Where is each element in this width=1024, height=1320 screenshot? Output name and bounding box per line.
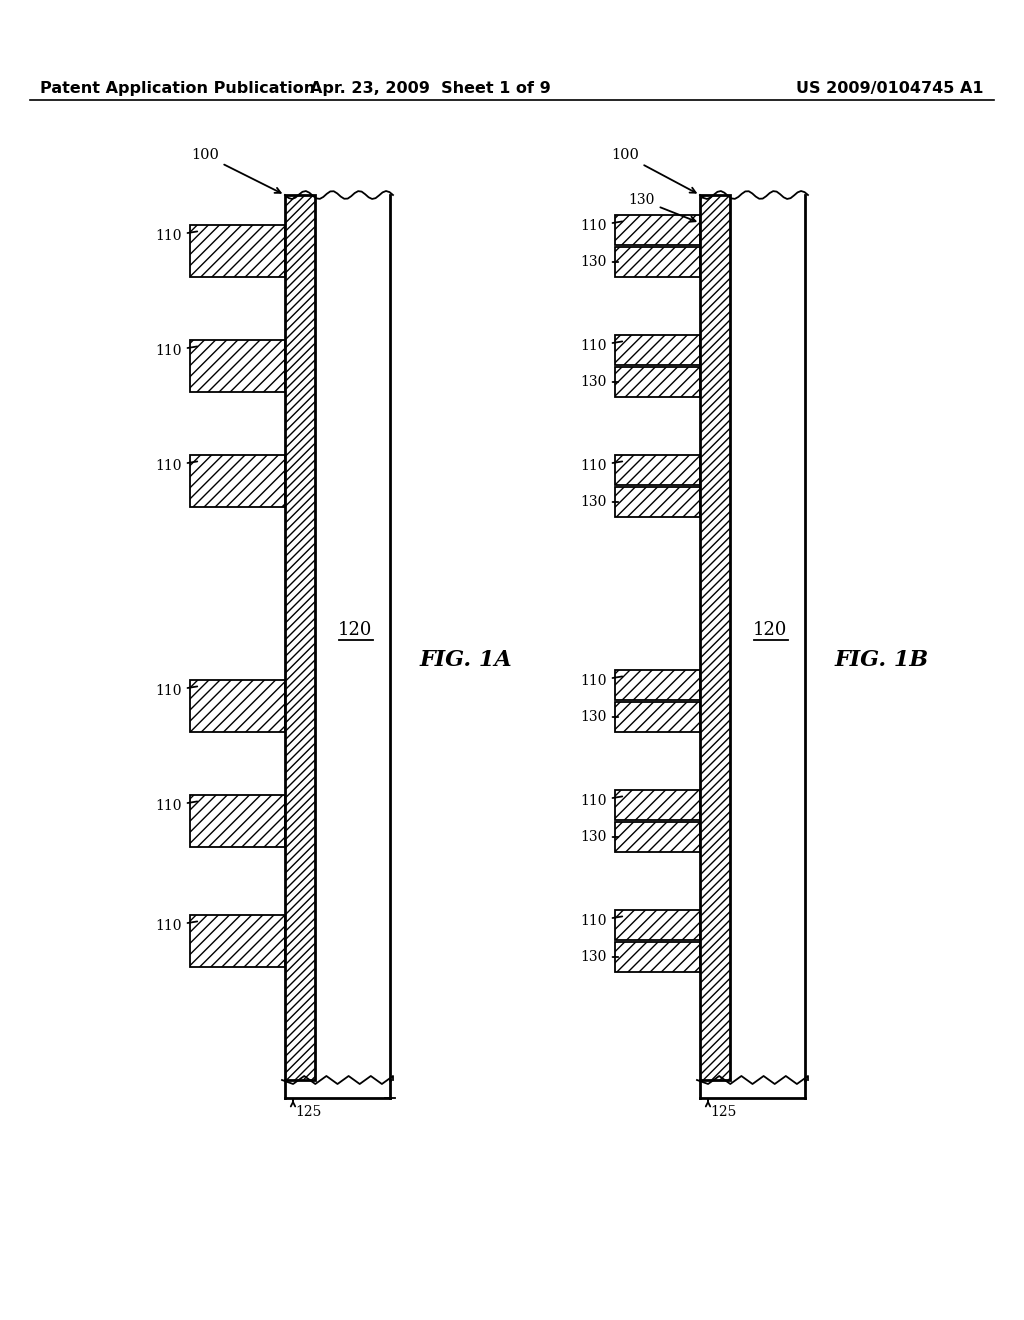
Bar	[190, 795, 285, 847]
Text: 110: 110	[581, 339, 623, 352]
Text: 130: 130	[581, 495, 618, 510]
Text: 130: 130	[581, 255, 618, 269]
Text: 110: 110	[581, 459, 623, 473]
Bar	[190, 341, 285, 392]
Bar	[190, 224, 285, 277]
Bar	[615, 909, 700, 940]
Bar	[615, 942, 700, 972]
Bar	[615, 789, 700, 820]
Text: 110: 110	[581, 795, 623, 808]
Bar	[615, 215, 700, 246]
Bar	[615, 247, 700, 277]
Text: 130: 130	[581, 710, 618, 723]
Text: 110: 110	[156, 228, 198, 243]
Text: FIG. 1A: FIG. 1A	[420, 649, 513, 671]
Bar	[285, 195, 315, 1080]
Text: Patent Application Publication: Patent Application Publication	[40, 81, 315, 95]
Bar	[700, 195, 730, 1080]
Text: 110: 110	[581, 913, 623, 928]
Bar	[615, 702, 700, 733]
Bar	[615, 909, 700, 940]
Text: 130: 130	[581, 950, 618, 964]
Bar	[615, 822, 700, 851]
Text: Apr. 23, 2009  Sheet 1 of 9: Apr. 23, 2009 Sheet 1 of 9	[309, 81, 550, 95]
Text: 100: 100	[611, 148, 695, 193]
Bar	[190, 341, 285, 392]
Text: 110: 110	[156, 459, 198, 473]
Bar	[615, 367, 700, 397]
Bar	[190, 915, 285, 968]
Bar	[615, 487, 700, 517]
Text: 110: 110	[156, 799, 198, 813]
Text: 120: 120	[753, 620, 787, 639]
Text: 130: 130	[629, 193, 695, 222]
Text: FIG. 1B: FIG. 1B	[835, 649, 929, 671]
Text: 110: 110	[581, 675, 623, 688]
Bar	[615, 335, 700, 366]
Bar	[615, 367, 700, 397]
Bar	[700, 195, 730, 1080]
Bar	[615, 702, 700, 733]
Text: 130: 130	[581, 375, 618, 389]
Text: 125: 125	[295, 1105, 322, 1119]
Text: 100: 100	[191, 148, 281, 193]
Bar	[615, 335, 700, 366]
Text: 120: 120	[338, 620, 372, 639]
Bar	[190, 680, 285, 733]
Bar	[615, 942, 700, 972]
Bar	[615, 671, 700, 700]
Text: 110: 110	[156, 919, 198, 933]
Bar	[615, 247, 700, 277]
Text: 110: 110	[156, 345, 198, 358]
Bar	[190, 680, 285, 733]
Text: 110: 110	[156, 684, 198, 698]
Text: 130: 130	[581, 830, 618, 843]
Bar	[190, 915, 285, 968]
Text: 110: 110	[581, 219, 623, 234]
Bar	[615, 455, 700, 484]
Bar	[190, 224, 285, 277]
Bar	[615, 789, 700, 820]
Bar	[615, 671, 700, 700]
Text: 125: 125	[710, 1105, 736, 1119]
Bar	[615, 455, 700, 484]
Bar	[285, 195, 315, 1080]
Text: US 2009/0104745 A1: US 2009/0104745 A1	[797, 81, 984, 95]
Bar	[190, 795, 285, 847]
Bar	[615, 822, 700, 851]
Bar	[190, 455, 285, 507]
Bar	[615, 487, 700, 517]
Bar	[190, 455, 285, 507]
Bar	[615, 215, 700, 246]
